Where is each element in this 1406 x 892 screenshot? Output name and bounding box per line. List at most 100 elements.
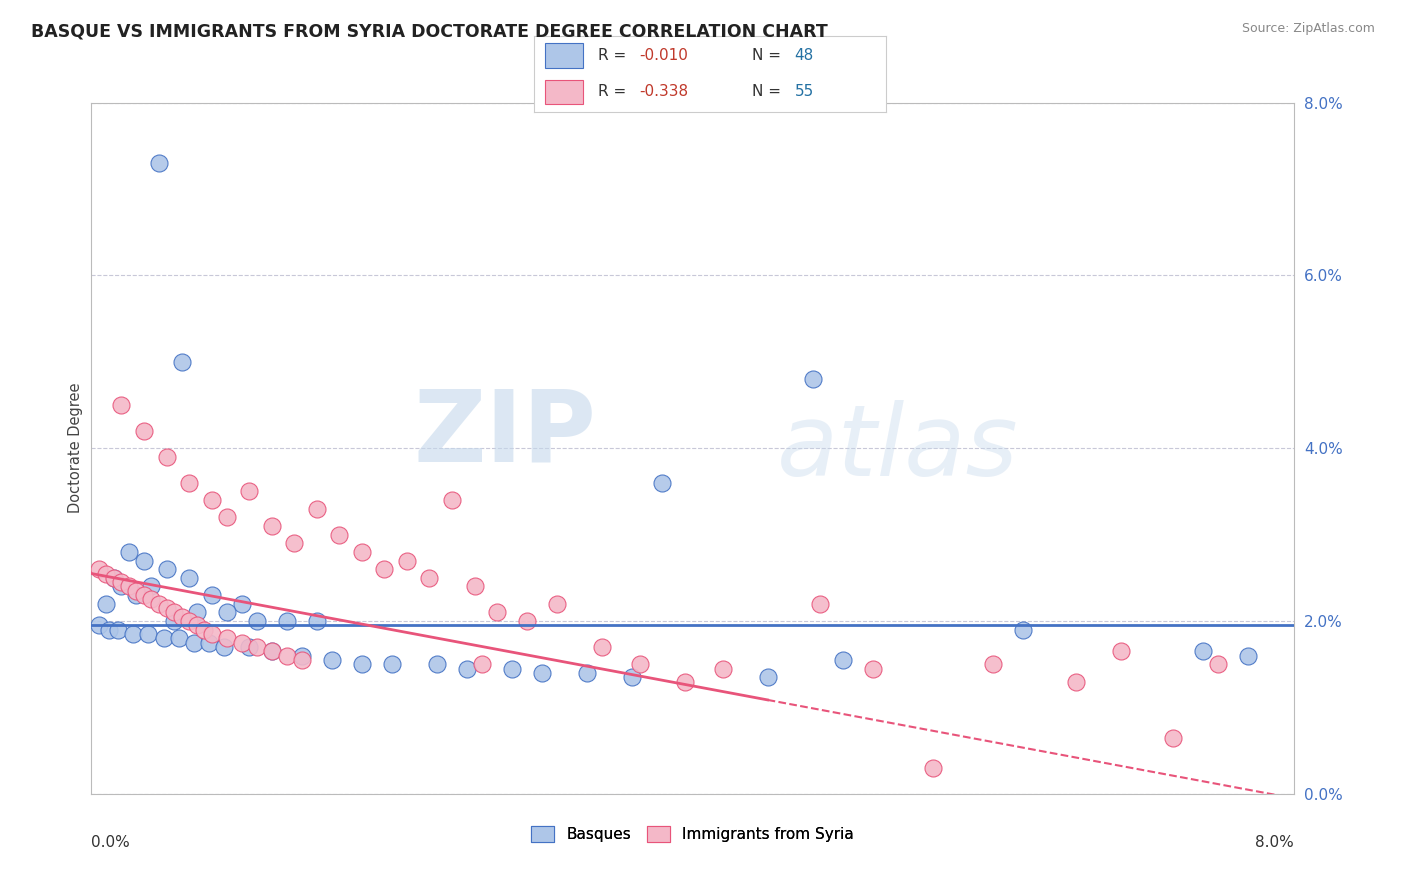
Point bbox=[426, 657, 449, 672]
Point bbox=[546, 597, 568, 611]
Point bbox=[440, 493, 463, 508]
Point bbox=[201, 493, 224, 508]
Point bbox=[212, 640, 235, 654]
Point bbox=[1208, 657, 1230, 672]
Point bbox=[373, 562, 395, 576]
Point bbox=[831, 653, 853, 667]
Point bbox=[96, 566, 118, 581]
Point bbox=[107, 623, 129, 637]
Point bbox=[531, 665, 554, 680]
Point bbox=[87, 562, 110, 576]
Point bbox=[110, 398, 132, 412]
Point bbox=[350, 657, 373, 672]
Text: -0.338: -0.338 bbox=[640, 84, 689, 99]
FancyBboxPatch shape bbox=[544, 44, 583, 68]
Point bbox=[673, 674, 696, 689]
Point bbox=[215, 632, 238, 646]
Point bbox=[1237, 648, 1260, 663]
Point bbox=[110, 575, 132, 590]
Y-axis label: Doctorate Degree: Doctorate Degree bbox=[67, 383, 83, 514]
Point bbox=[260, 644, 283, 658]
Text: Source: ZipAtlas.com: Source: ZipAtlas.com bbox=[1241, 22, 1375, 36]
Text: N =: N = bbox=[752, 84, 786, 99]
Point bbox=[801, 372, 824, 386]
Point bbox=[122, 627, 145, 641]
Point bbox=[155, 562, 177, 576]
Point bbox=[193, 623, 215, 637]
Point bbox=[186, 618, 208, 632]
Point bbox=[1012, 623, 1035, 637]
Point bbox=[628, 657, 651, 672]
Point bbox=[464, 580, 486, 594]
Point bbox=[246, 614, 269, 628]
Point bbox=[201, 588, 224, 602]
Point bbox=[981, 657, 1004, 672]
Point bbox=[418, 571, 440, 585]
Legend: Basques, Immigrants from Syria: Basques, Immigrants from Syria bbox=[526, 821, 859, 848]
Point bbox=[922, 761, 945, 775]
Point bbox=[215, 510, 238, 524]
Text: R =: R = bbox=[598, 48, 631, 63]
Point bbox=[305, 501, 328, 516]
Point bbox=[1161, 731, 1184, 745]
Point bbox=[197, 635, 219, 649]
Point bbox=[170, 609, 193, 624]
Point bbox=[246, 640, 269, 654]
Text: R =: R = bbox=[598, 84, 631, 99]
Point bbox=[132, 553, 155, 567]
Text: ZIP: ZIP bbox=[413, 386, 596, 483]
Point bbox=[177, 475, 200, 490]
Point bbox=[110, 580, 132, 594]
Point bbox=[291, 648, 314, 663]
Point bbox=[183, 635, 205, 649]
Point bbox=[215, 606, 238, 620]
Text: 8.0%: 8.0% bbox=[1254, 835, 1294, 850]
Point bbox=[125, 588, 148, 602]
Point bbox=[1064, 674, 1087, 689]
Point bbox=[516, 614, 538, 628]
Point bbox=[808, 597, 831, 611]
Point bbox=[177, 614, 200, 628]
Point bbox=[148, 597, 170, 611]
Point bbox=[276, 648, 298, 663]
Point bbox=[711, 662, 734, 676]
Point bbox=[260, 519, 283, 533]
Point bbox=[305, 614, 328, 628]
Point bbox=[350, 545, 373, 559]
Point bbox=[238, 484, 260, 499]
Point bbox=[321, 653, 343, 667]
Point bbox=[456, 662, 478, 676]
Point bbox=[862, 662, 884, 676]
Point bbox=[1109, 644, 1132, 658]
Point bbox=[231, 597, 253, 611]
Point bbox=[155, 601, 177, 615]
Point bbox=[276, 614, 298, 628]
Point bbox=[141, 592, 163, 607]
Text: N =: N = bbox=[752, 48, 786, 63]
Point bbox=[328, 527, 350, 541]
Point bbox=[141, 580, 163, 594]
Text: atlas: atlas bbox=[776, 400, 1018, 497]
Point bbox=[118, 545, 141, 559]
Point bbox=[501, 662, 523, 676]
Point bbox=[155, 450, 177, 464]
Point bbox=[132, 424, 155, 438]
Text: 55: 55 bbox=[794, 84, 814, 99]
Point bbox=[125, 583, 148, 598]
Point bbox=[98, 623, 121, 637]
Point bbox=[395, 553, 418, 567]
Point bbox=[138, 627, 160, 641]
Point bbox=[87, 618, 110, 632]
Point bbox=[486, 606, 509, 620]
Point bbox=[170, 355, 193, 369]
Point bbox=[1192, 644, 1215, 658]
Point bbox=[96, 597, 118, 611]
Point bbox=[471, 657, 494, 672]
Point bbox=[260, 644, 283, 658]
Point bbox=[103, 571, 125, 585]
Point bbox=[163, 614, 186, 628]
Point bbox=[177, 571, 200, 585]
Point bbox=[576, 665, 599, 680]
Point bbox=[231, 635, 253, 649]
Point bbox=[591, 640, 613, 654]
